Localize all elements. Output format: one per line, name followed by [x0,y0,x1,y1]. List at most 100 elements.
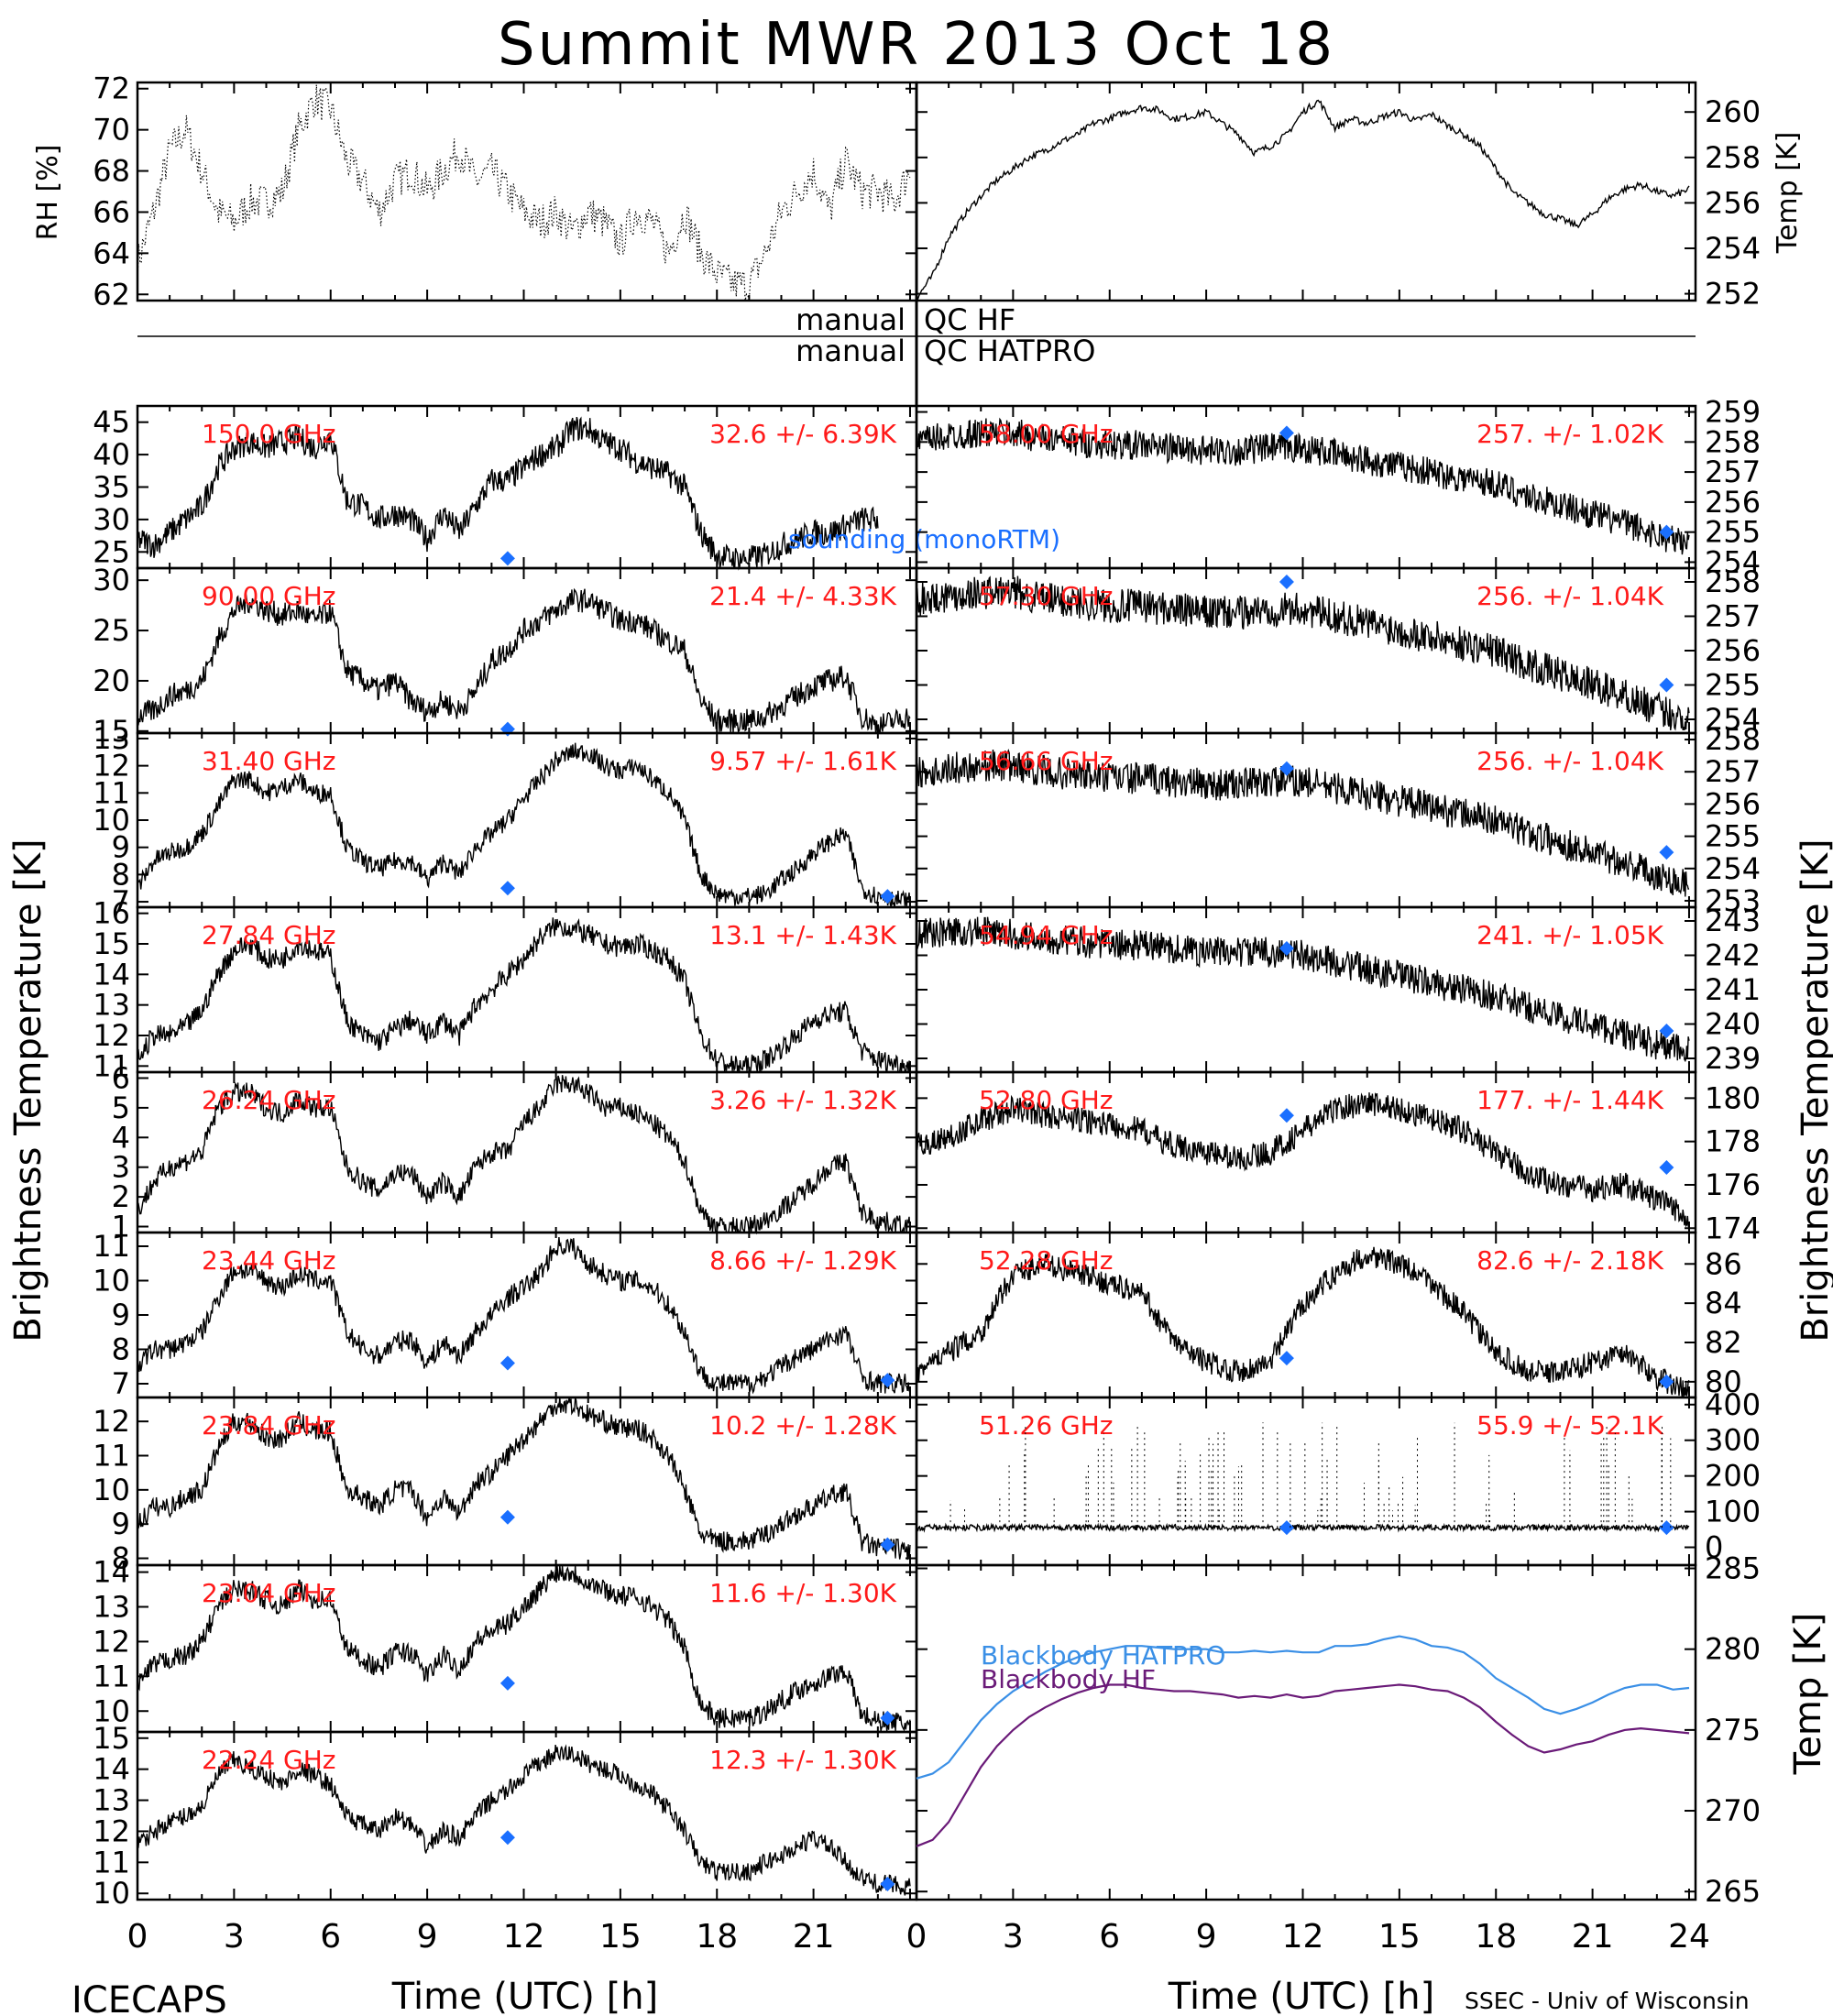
ch51-freq-label: 51.26 GHz [979,1410,1114,1441]
blackbody-ytick-label: 270 [1705,1793,1761,1828]
ch57-freq-label: 57.30 GHz [979,581,1114,611]
right-xtick-label: 9 [1196,1918,1217,1956]
ch26-ytick-label: 2 [112,1179,130,1214]
ch56-sounding-point [1279,761,1294,776]
ch58-ytick-label: 259 [1705,395,1761,430]
ch23_0-sounding-point [880,1710,895,1726]
left-xtick-label: 6 [320,1918,341,1956]
ch51-ytick-label: 300 [1705,1423,1761,1458]
ch51-sounding-point [1659,1520,1674,1536]
ch23_8-ytick-label: 9 [112,1507,130,1541]
ch57-ytick-label: 255 [1705,668,1761,703]
blackbody-ytick-label: 265 [1705,1874,1761,1909]
right-xtick-label: 18 [1475,1918,1517,1956]
ch23_8-sounding-point [880,1537,895,1552]
ch31-ytick-label: 13 [93,721,130,756]
ch150-sounding-point [499,551,515,566]
ch51-sounding-point [1279,1520,1294,1536]
ch57-sounding-point [1659,677,1674,693]
ch51-ytick-label: 400 [1705,1387,1761,1422]
ch26-stats-label: 3.26 +/- 1.32K [709,1085,896,1115]
ch51-series-trace [916,1522,1690,1533]
ch26-ytick-label: 6 [112,1060,130,1095]
ch54-ytick-label: 240 [1705,1007,1761,1042]
ch23_4-ytick-label: 11 [93,1229,130,1264]
ch51-ytick-label: 0 [1705,1530,1723,1565]
ch22-freq-label: 22.24 GHz [202,1745,336,1775]
ch56-ytick-label: 253 [1705,883,1761,918]
ch23_8-sounding-point [499,1509,515,1525]
chart-title: Summit MWR 2013 Oct 18 [498,11,1335,79]
right-xtick-label: 21 [1572,1918,1614,1956]
ch23_8-stats-label: 10.2 +/- 1.28K [709,1410,896,1441]
ch23_4-ytick-label: 8 [112,1332,130,1367]
ch23_4-ytick-label: 10 [93,1264,130,1298]
rh-ytick-label: 62 [93,277,130,312]
right-xtick-label: 0 [906,1918,927,1956]
ch56-sounding-point [1659,845,1674,860]
ch52_2-ytick-label: 82 [1705,1325,1742,1360]
ch22-ytick-label: 13 [93,1783,130,1818]
ch52_8-ytick-label: 180 [1705,1080,1761,1115]
ch57-stats-label: 256. +/- 1.04K [1476,581,1663,611]
ch54-sounding-point [1279,941,1294,956]
ch52_8-sounding-point [1659,1160,1674,1176]
ch52_8-stats-label: 177. +/- 1.44K [1476,1085,1663,1115]
rh-series-trace [137,84,911,301]
ch23_4-sounding-point [880,1373,895,1388]
ch31-ytick-label: 9 [112,830,130,865]
blackbody-ytick-label: 285 [1705,1551,1761,1586]
ch26-series-trace [137,1075,911,1235]
ch23_4-freq-label: 23.44 GHz [202,1245,336,1276]
blackbody-hatpro-line [916,1635,1690,1780]
ch56-series-trace [916,749,1690,897]
left-brightness-ylabel: Brightness Temperature [K] [7,838,49,1342]
ch54-ytick-label: 242 [1705,938,1761,973]
ch57-series-trace [916,575,1690,731]
blackbody-hf-line [916,1683,1690,1847]
ch23_8-ytick-label: 8 [112,1541,130,1576]
ch27-ytick-label: 16 [93,896,130,931]
temp-ytick-label: 252 [1705,277,1761,312]
ch23_8-freq-label: 23.84 GHz [202,1410,336,1441]
ch52_8-ytick-label: 176 [1705,1167,1761,1202]
ch23_4-sounding-point [499,1355,515,1371]
ch22-sounding-point [880,1877,895,1892]
ch56-ytick-label: 255 [1705,819,1761,854]
ch23_0-stats-label: 11.6 +/- 1.30K [709,1578,896,1608]
blackbody-ytick-label: 280 [1705,1632,1761,1667]
rh-frame [136,81,918,302]
ch54-sounding-point [1659,1024,1674,1038]
ch22-series-trace [137,1744,911,1896]
ch23_4-ytick-label: 7 [112,1366,130,1401]
ch26-ytick-label: 5 [112,1090,130,1125]
left-xtick-label: 21 [793,1918,835,1956]
ch52_8-sounding-point [1279,1108,1294,1123]
ch23_8-ytick-label: 11 [93,1438,130,1473]
ch150-ytick-label: 40 [93,437,130,472]
ch52_2-freq-label: 52.28 GHz [979,1245,1114,1276]
ch57-ytick-label: 256 [1705,633,1761,668]
ch57-sounding-point [1279,575,1294,589]
ch58-sounding-point [1659,524,1674,540]
ch52_2-stats-label: 82.6 +/- 2.18K [1476,1245,1663,1276]
ch27-ytick-label: 15 [93,926,130,961]
ch52_2-series-trace [916,1246,1690,1398]
ch90-ytick-label: 30 [93,563,130,597]
qc-hatpro-right-label: QC HATPRO [924,334,1095,368]
ch90-series-trace [137,587,911,734]
ch26-freq-label: 26.24 GHz [202,1085,336,1115]
ch31-ytick-label: 10 [93,803,130,838]
ch90-ytick-label: 25 [93,613,130,648]
ch58-ytick-label: 256 [1705,485,1761,520]
ch58-freq-label: 58.00 GHz [979,419,1114,449]
ch52_2-ytick-label: 80 [1705,1364,1742,1399]
ch54-ytick-label: 243 [1705,904,1761,938]
ch150-ytick-label: 25 [93,534,130,569]
ch52_8-ytick-label: 174 [1705,1211,1761,1245]
right-xtick-label: 3 [1003,1918,1024,1956]
ch31-series-trace [137,742,911,908]
ch58-sounding-point [1279,425,1294,441]
ch52_2-ytick-label: 86 [1705,1246,1742,1281]
